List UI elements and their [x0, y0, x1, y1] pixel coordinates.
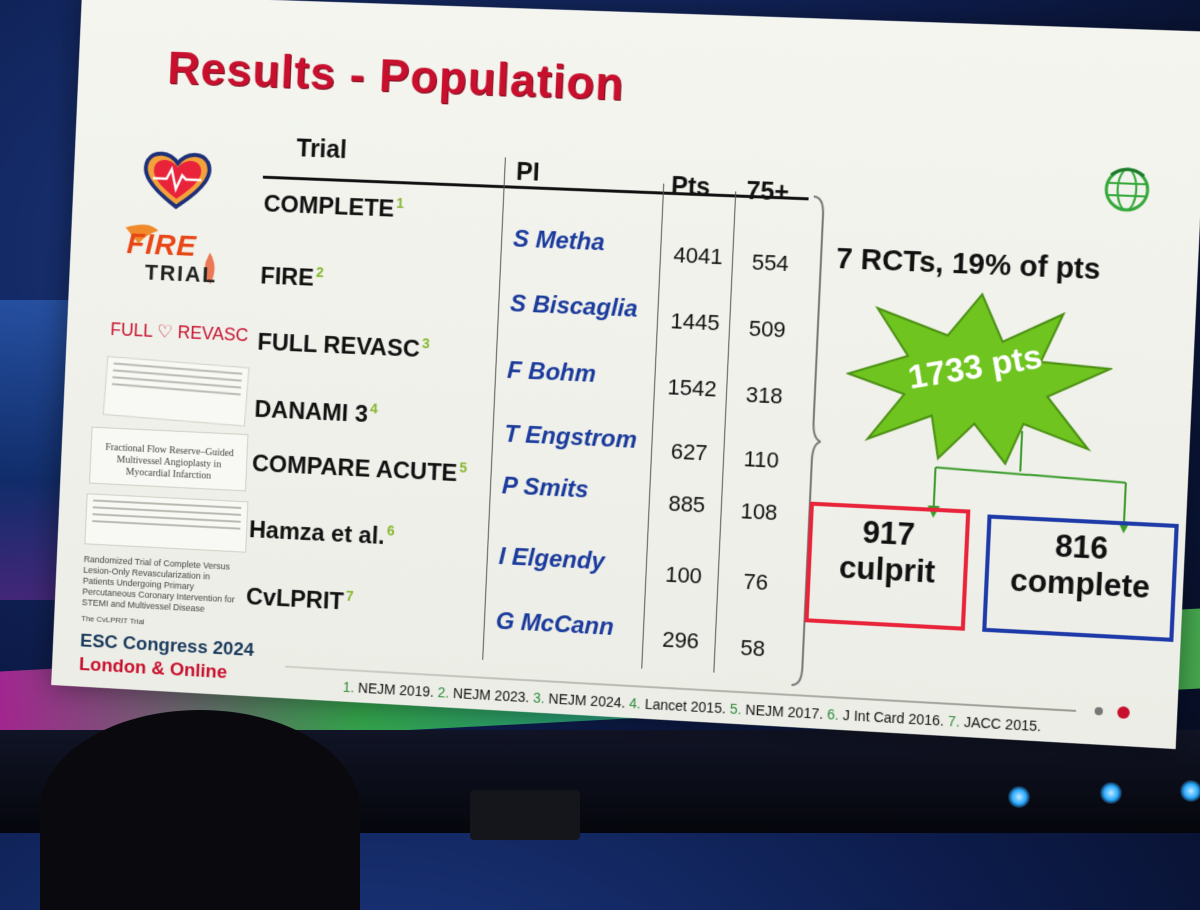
age75-value: 76: [720, 568, 792, 598]
stage-spotlight: [1180, 780, 1200, 802]
pts-value: 627: [654, 438, 725, 467]
pi-name: S Biscaglia: [510, 290, 639, 323]
culprit-label: culprit: [810, 548, 964, 592]
pts-value: 296: [645, 626, 716, 656]
danami-paper-thumbnail: [103, 356, 250, 427]
col-header-pi: PI: [515, 158, 540, 188]
age75-value: 58: [717, 634, 789, 664]
cvlprit-paper-subcaption: The CvLPRIT Trial: [81, 613, 241, 633]
col-header-75plus: 75+: [746, 177, 790, 208]
presentation-slide: Results - Population Trial PI Pts 75+ CO…: [51, 0, 1200, 749]
complete-box: 816 complete: [982, 514, 1179, 641]
pi-name: P Smits: [501, 472, 589, 504]
pi-name: I Elgendy: [498, 543, 605, 576]
column-divider: [641, 184, 664, 669]
column-divider: [482, 157, 506, 659]
pts-value: 1542: [656, 374, 727, 403]
trial-name: FULL REVASC3: [257, 328, 430, 364]
paper-caption: Fractional Flow Reserve–Guided Multivess…: [98, 442, 240, 484]
culprit-box: 917 culprit: [804, 502, 970, 631]
age75-value: 108: [723, 497, 795, 527]
pts-value: 4041: [662, 242, 733, 271]
trial-name: FIRE2: [260, 262, 324, 293]
pi-name: S Metha: [512, 226, 605, 258]
pi-name: G McCann: [495, 608, 614, 642]
trial-name: COMPARE ACUTE5: [251, 449, 467, 488]
hamza-paper-thumbnail: [84, 493, 248, 552]
stage-spotlight: [1100, 782, 1122, 804]
age75-value: 554: [734, 249, 806, 278]
age75-value: 318: [728, 381, 800, 410]
col-header-trial: Trial: [296, 134, 348, 165]
summary-text: 7 RCTs, 19% of pts: [835, 243, 1101, 287]
compare-acute-paper-thumbnail: Fractional Flow Reserve–Guided Multivess…: [89, 427, 248, 492]
pts-value: 885: [651, 490, 722, 520]
trial-name: CvLPRIT7: [245, 582, 354, 616]
pts-value: 100: [648, 561, 719, 591]
pts-value: 1445: [659, 308, 730, 337]
age75-value: 110: [726, 445, 798, 475]
trial-name: COMPLETE1: [263, 190, 404, 224]
pi-name: F Bohm: [507, 357, 597, 389]
footer-dot-accent: [1117, 706, 1130, 719]
pi-name: T Engstrom: [504, 421, 638, 455]
earth-stemi-logo: [1100, 160, 1161, 231]
fire-logo-text: FIRE: [126, 227, 198, 263]
complete-heart-logo: [138, 148, 216, 212]
full-revasc-logo: FULL ♡ REVASC: [110, 319, 249, 346]
slide-title: Results - Population: [166, 41, 625, 111]
trial-name: DANAMI 34: [254, 395, 378, 430]
cvlprit-paper-caption: Randomized Trial of Complete Versus Lesi…: [82, 554, 244, 617]
age75-value: 509: [731, 315, 803, 344]
stage-spotlight: [1008, 786, 1030, 808]
trial-name: Hamza et al.6: [248, 515, 395, 551]
col-header-pts: Pts: [670, 172, 710, 203]
audience-head-silhouette: [40, 710, 360, 910]
fire-logo-subtext: TRIAL: [144, 260, 218, 289]
footer-dot: [1094, 707, 1103, 716]
